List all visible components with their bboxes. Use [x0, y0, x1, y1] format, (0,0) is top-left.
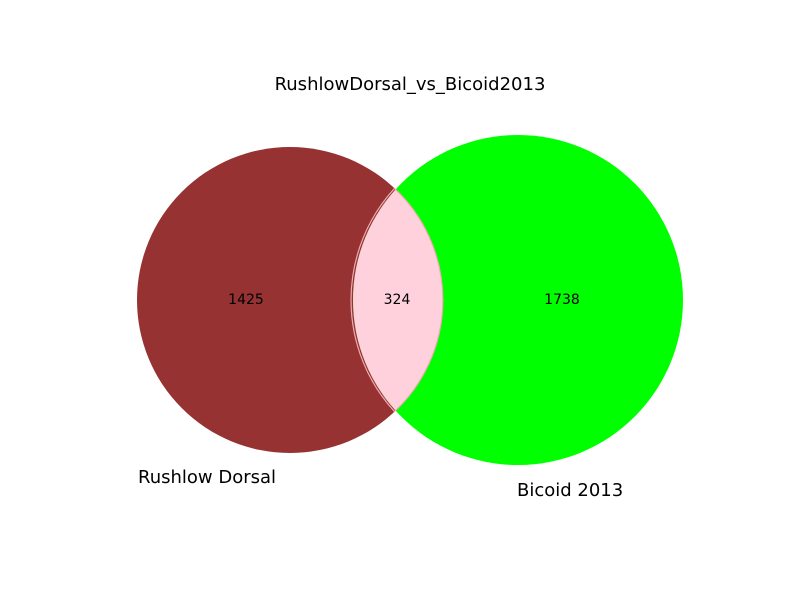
- count-rushlow-dorsal-only: 1425: [228, 292, 264, 308]
- set-label-bicoid-2013: Bicoid 2013: [517, 480, 623, 501]
- intersection-outline: [350, 187, 444, 413]
- count-bicoid-2013-only: 1738: [544, 292, 580, 308]
- diagram-title: RushlowDorsal_vs_Bicoid2013: [275, 74, 546, 95]
- set-circle-bicoid-2013: [353, 135, 683, 465]
- set-circle-rushlow-dorsal: [137, 147, 443, 453]
- set-label-rushlow-dorsal: Rushlow Dorsal: [138, 467, 276, 488]
- count-intersection: 324: [384, 292, 411, 308]
